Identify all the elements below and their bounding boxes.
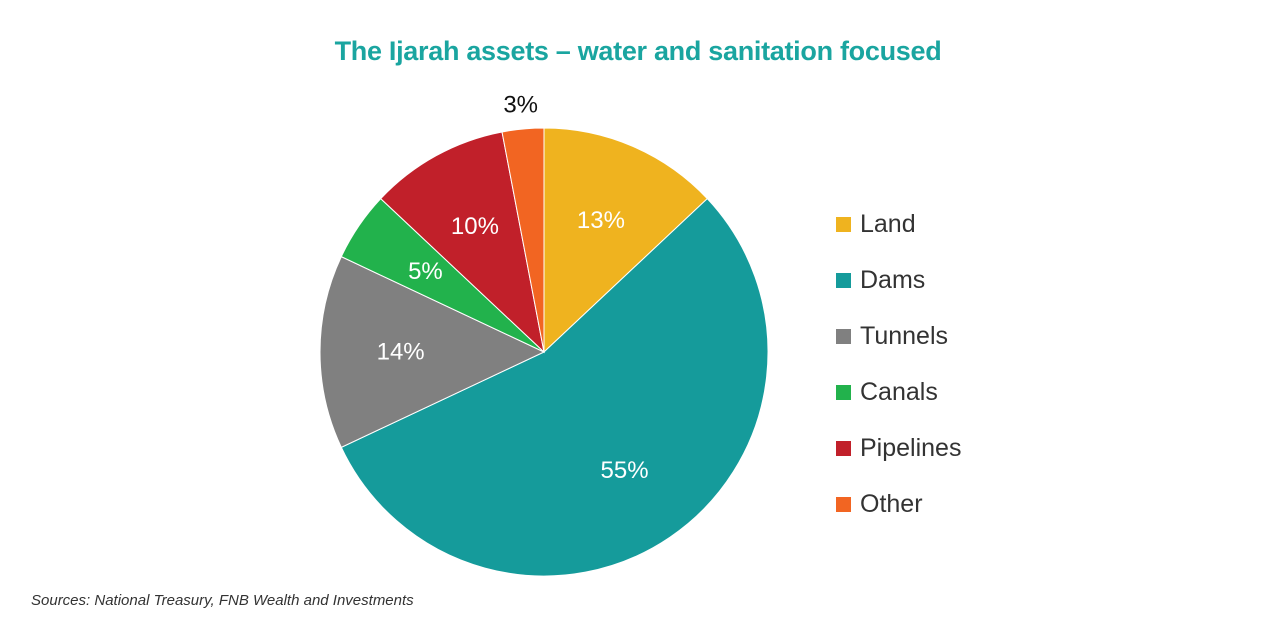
source-note: Sources: National Treasury, FNB Wealth a… — [31, 592, 414, 609]
legend-item-tunnels: Tunnels — [836, 308, 961, 364]
legend-swatch-dams — [836, 272, 851, 288]
legend-swatch-tunnels — [836, 328, 851, 344]
pie-slice-land — [543, 127, 708, 354]
legend-label-dams: Dams — [860, 265, 926, 294]
legend-item-dams: Dams — [836, 252, 961, 308]
data-label-dams: 55% — [601, 457, 649, 484]
legend-item-pipelines: Pipelines — [836, 420, 961, 476]
legend-item-land: Land — [836, 196, 961, 252]
pie-slice-other — [501, 127, 545, 353]
chart-title: The Ijarah assets – water and sanitation… — [334, 36, 942, 66]
data-label-land: 13% — [577, 207, 625, 234]
legend-label-land: Land — [860, 209, 916, 238]
chart-legend: Land Dams Tunnels Canals Pipelines Other — [836, 196, 961, 532]
legend-item-other: Other — [836, 476, 961, 532]
pie-slice-pipelines — [380, 131, 545, 354]
data-label-canals: 5% — [408, 258, 443, 285]
legend-label-other: Other — [860, 489, 923, 518]
data-label-other: 3% — [503, 92, 538, 119]
data-label-pipelines: 10% — [451, 213, 499, 240]
pie-slice-dams — [340, 197, 769, 577]
legend-label-pipelines: Pipelines — [860, 433, 962, 462]
pie-slice-tunnels — [319, 255, 546, 449]
legend-swatch-canals — [836, 384, 851, 400]
legend-swatch-land — [836, 216, 851, 232]
legend-swatch-other — [836, 496, 851, 512]
legend-swatch-pipelines — [836, 440, 851, 456]
legend-label-canals: Canals — [860, 377, 938, 406]
legend-label-tunnels: Tunnels — [860, 321, 949, 350]
legend-item-canals: Canals — [836, 364, 961, 420]
data-label-tunnels: 14% — [377, 339, 425, 366]
